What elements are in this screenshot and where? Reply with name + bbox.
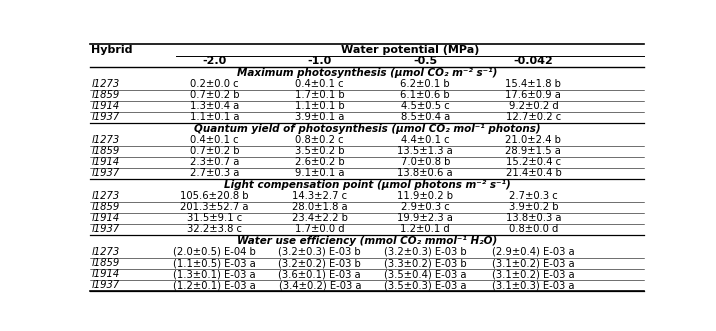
Text: (3.1±0.2) E-03 a: (3.1±0.2) E-03 a	[492, 269, 575, 279]
Text: 1.7±0.1 b: 1.7±0.1 b	[295, 90, 344, 100]
Text: 1.2±0.1 d: 1.2±0.1 d	[400, 224, 450, 234]
Text: (3.2±0.2) E-03 b: (3.2±0.2) E-03 b	[279, 258, 361, 268]
Text: 201.3±52.7 a: 201.3±52.7 a	[180, 202, 248, 212]
Text: (2.9±0.4) E-03 a: (2.9±0.4) E-03 a	[492, 247, 575, 257]
Text: 0.8±0.2 c: 0.8±0.2 c	[296, 135, 344, 145]
Text: 1.1±0.1 a: 1.1±0.1 a	[190, 112, 239, 122]
Text: 19.9±2.3 a: 19.9±2.3 a	[397, 213, 453, 223]
Text: l1273: l1273	[91, 247, 120, 257]
Text: l1273: l1273	[91, 79, 120, 89]
Text: (1.1±0.5) E-03 a: (1.1±0.5) E-03 a	[173, 258, 256, 268]
Text: Light compensation point (μmol photons m⁻² s⁻¹): Light compensation point (μmol photons m…	[223, 180, 511, 190]
Text: l1859: l1859	[91, 258, 120, 268]
Text: (3.6±0.1) E-03 a: (3.6±0.1) E-03 a	[279, 269, 361, 279]
Text: 9.1±0.1 a: 9.1±0.1 a	[295, 168, 344, 178]
Text: -0.042: -0.042	[513, 56, 553, 66]
Text: 8.5±0.4 a: 8.5±0.4 a	[400, 112, 450, 122]
Text: l1937: l1937	[91, 280, 120, 290]
Text: 2.9±0.3 c: 2.9±0.3 c	[401, 202, 450, 212]
Text: l1937: l1937	[91, 112, 120, 122]
Text: l1914: l1914	[91, 157, 120, 167]
Text: 31.5±9.1 c: 31.5±9.1 c	[187, 213, 242, 223]
Text: 3.5±0.2 b: 3.5±0.2 b	[295, 146, 344, 156]
Text: l1859: l1859	[91, 146, 120, 156]
Text: 23.4±2.2 b: 23.4±2.2 b	[292, 213, 348, 223]
Text: 105.6±20.8 b: 105.6±20.8 b	[180, 191, 248, 201]
Text: (3.2±0.3) E-03 b: (3.2±0.3) E-03 b	[279, 247, 361, 257]
Text: 11.9±0.2 b: 11.9±0.2 b	[397, 191, 453, 201]
Text: 3.9±0.1 a: 3.9±0.1 a	[295, 112, 344, 122]
Text: 15.4±1.8 b: 15.4±1.8 b	[505, 79, 561, 89]
Text: Water potential (MPa): Water potential (MPa)	[341, 45, 479, 55]
Text: 0.7±0.2 b: 0.7±0.2 b	[190, 146, 239, 156]
Text: (3.3±0.2) E-03 b: (3.3±0.2) E-03 b	[384, 258, 467, 268]
Text: 2.6±0.2 b: 2.6±0.2 b	[295, 157, 344, 167]
Text: (3.1±0.2) E-03 a: (3.1±0.2) E-03 a	[492, 258, 575, 268]
Text: 2.7±0.3 c: 2.7±0.3 c	[509, 191, 558, 201]
Text: 17.6±0.9 a: 17.6±0.9 a	[505, 90, 561, 100]
Text: 13.8±0.3 a: 13.8±0.3 a	[505, 213, 561, 223]
Text: (3.1±0.3) E-03 a: (3.1±0.3) E-03 a	[492, 280, 575, 290]
Text: l1937: l1937	[91, 224, 120, 234]
Text: 1.7±0.0 d: 1.7±0.0 d	[295, 224, 344, 234]
Text: l1914: l1914	[91, 269, 120, 279]
Text: 3.9±0.2 b: 3.9±0.2 b	[508, 202, 558, 212]
Text: Maximum photosynthesis (μmol CO₂ m⁻² s⁻¹): Maximum photosynthesis (μmol CO₂ m⁻² s⁻¹…	[237, 68, 497, 78]
Text: (1.3±0.1) E-03 a: (1.3±0.1) E-03 a	[173, 269, 256, 279]
Text: l1859: l1859	[91, 202, 120, 212]
Text: 15.2±0.4 c: 15.2±0.4 c	[506, 157, 561, 167]
Text: 9.2±0.2 d: 9.2±0.2 d	[508, 101, 558, 111]
Text: l1859: l1859	[91, 90, 120, 100]
Text: l1273: l1273	[91, 135, 120, 145]
Text: 1.1±0.1 b: 1.1±0.1 b	[295, 101, 344, 111]
Text: 32.2±3.8 c: 32.2±3.8 c	[187, 224, 242, 234]
Text: 4.4±0.1 c: 4.4±0.1 c	[401, 135, 450, 145]
Text: 1.3±0.4 a: 1.3±0.4 a	[190, 101, 239, 111]
Text: 21.4±0.4 b: 21.4±0.4 b	[505, 168, 561, 178]
Text: 7.0±0.8 b: 7.0±0.8 b	[400, 157, 450, 167]
Text: 2.7±0.3 a: 2.7±0.3 a	[190, 168, 239, 178]
Text: (3.4±0.2) E-03 a: (3.4±0.2) E-03 a	[279, 280, 361, 290]
Text: 6.1±0.6 b: 6.1±0.6 b	[400, 90, 450, 100]
Text: Water use efficiency (mmol CO₂ mmol⁻¹ H₂O): Water use efficiency (mmol CO₂ mmol⁻¹ H₂…	[237, 236, 497, 246]
Text: 12.7±0.2 c: 12.7±0.2 c	[505, 112, 561, 122]
Text: 28.0±1.8 a: 28.0±1.8 a	[292, 202, 347, 212]
Text: 4.5±0.5 c: 4.5±0.5 c	[401, 101, 450, 111]
Text: (3.5±0.4) E-03 a: (3.5±0.4) E-03 a	[384, 269, 466, 279]
Text: 0.2±0.0 c: 0.2±0.0 c	[190, 79, 238, 89]
Text: -0.5: -0.5	[413, 56, 437, 66]
Text: -2.0: -2.0	[202, 56, 226, 66]
Text: l1937: l1937	[91, 168, 120, 178]
Text: 0.8±0.0 d: 0.8±0.0 d	[509, 224, 558, 234]
Text: 2.3±0.7 a: 2.3±0.7 a	[190, 157, 239, 167]
Text: Hybrid: Hybrid	[91, 45, 132, 55]
Text: l1273: l1273	[91, 191, 120, 201]
Text: 6.2±0.1 b: 6.2±0.1 b	[400, 79, 450, 89]
Text: (2.0±0.5) E-04 b: (2.0±0.5) E-04 b	[173, 247, 256, 257]
Text: 0.4±0.1 c: 0.4±0.1 c	[296, 79, 344, 89]
Text: (3.2±0.3) E-03 b: (3.2±0.3) E-03 b	[384, 247, 467, 257]
Text: 0.7±0.2 b: 0.7±0.2 b	[190, 90, 239, 100]
Text: 21.0±2.4 b: 21.0±2.4 b	[505, 135, 561, 145]
Text: l1914: l1914	[91, 101, 120, 111]
Text: 0.4±0.1 c: 0.4±0.1 c	[190, 135, 238, 145]
Text: 14.3±2.7 c: 14.3±2.7 c	[292, 191, 347, 201]
Text: (3.5±0.3) E-03 a: (3.5±0.3) E-03 a	[384, 280, 466, 290]
Text: l1914: l1914	[91, 213, 120, 223]
Text: -1.0: -1.0	[308, 56, 332, 66]
Text: 13.5±1.3 a: 13.5±1.3 a	[397, 146, 453, 156]
Text: 13.8±0.6 a: 13.8±0.6 a	[397, 168, 453, 178]
Text: 28.9±1.5 a: 28.9±1.5 a	[505, 146, 561, 156]
Text: (1.2±0.1) E-03 a: (1.2±0.1) E-03 a	[173, 280, 256, 290]
Text: Quantum yield of photosynthesis (μmol CO₂ mol⁻¹ photons): Quantum yield of photosynthesis (μmol CO…	[193, 124, 541, 134]
